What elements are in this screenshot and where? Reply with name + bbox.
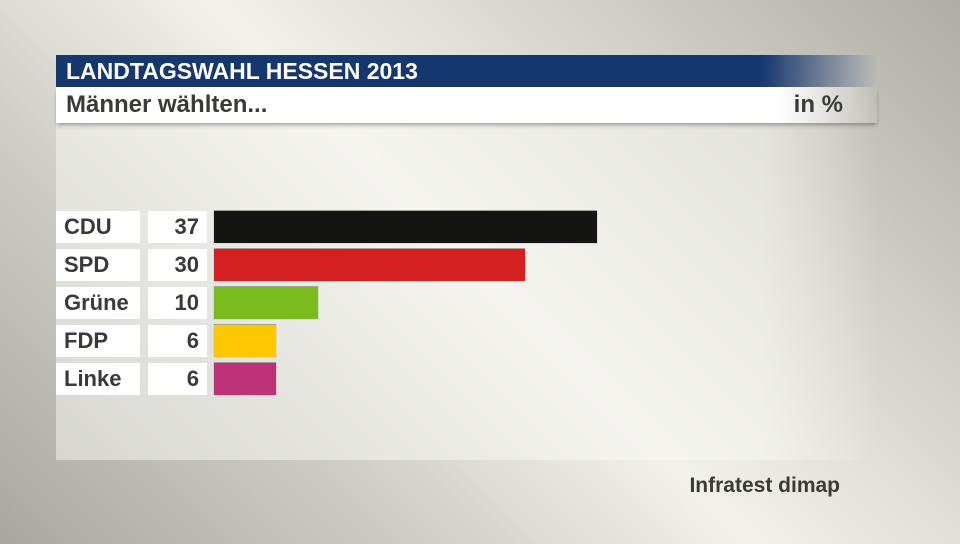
bar-chart: CDU 37 SPD 30 Grüne 10 FDP 6 Linke 6	[56, 211, 877, 401]
party-label-text: Linke	[64, 366, 122, 391]
value-label: 6	[148, 325, 207, 357]
title-bar: LANDTAGSWAHL HESSEN 2013	[56, 55, 877, 87]
value-label: 30	[148, 249, 207, 281]
party-label-text: FDP	[64, 328, 108, 353]
value-label: 6	[148, 363, 207, 395]
table-row: Linke 6	[56, 363, 877, 395]
subtitle-bar: Männer wählten... in %	[56, 87, 877, 123]
bar-linke	[214, 363, 276, 395]
table-row: FDP 6	[56, 325, 877, 357]
party-label: FDP	[56, 325, 140, 357]
chart-subtitle: Männer wählten...	[66, 91, 268, 118]
party-label-text: Grüne	[64, 290, 129, 315]
table-row: SPD 30	[56, 249, 877, 281]
party-label: SPD	[56, 249, 140, 281]
value-label: 37	[148, 211, 207, 243]
source-attribution: Infratest dimap	[689, 474, 840, 497]
party-label-text: SPD	[64, 252, 110, 277]
party-label: Linke	[56, 363, 140, 395]
party-label: CDU	[56, 211, 140, 243]
bar-cdu	[214, 211, 597, 243]
table-row: CDU 37	[56, 211, 877, 243]
bar-grüne	[214, 287, 318, 319]
party-label: Grüne	[56, 287, 140, 319]
party-label-text: CDU	[64, 214, 112, 239]
value-label: 10	[148, 287, 207, 319]
page-title: LANDTAGSWAHL HESSEN 2013	[66, 58, 418, 84]
bar-spd	[214, 249, 525, 281]
table-row: Grüne 10	[56, 287, 877, 319]
bar-fdp	[214, 325, 276, 357]
unit-label: in %	[793, 91, 843, 118]
